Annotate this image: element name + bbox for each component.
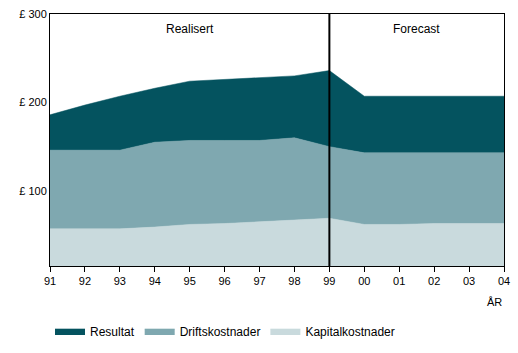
svg-text:Kapitalkostnader: Kapitalkostnader <box>305 325 394 339</box>
svg-text:03: 03 <box>463 275 475 287</box>
svg-text:02: 02 <box>428 275 440 287</box>
svg-text:93: 93 <box>114 275 126 287</box>
svg-text:99: 99 <box>323 275 335 287</box>
svg-text:£ 200: £ 200 <box>19 96 47 108</box>
svg-text:00: 00 <box>358 275 370 287</box>
svg-text:Realisert: Realisert <box>166 22 214 36</box>
svg-text:92: 92 <box>79 275 91 287</box>
svg-text:04: 04 <box>498 275 510 287</box>
svg-text:Driftskostnader: Driftskostnader <box>180 325 261 339</box>
svg-text:94: 94 <box>149 275 161 287</box>
svg-text:97: 97 <box>253 275 265 287</box>
svg-text:Resultat: Resultat <box>90 325 135 339</box>
svg-text:Forecast: Forecast <box>393 22 440 36</box>
svg-text:£ 100: £ 100 <box>19 185 47 197</box>
svg-text:01: 01 <box>393 275 405 287</box>
svg-text:91: 91 <box>44 275 56 287</box>
svg-text:£ 300: £ 300 <box>19 8 47 20</box>
svg-text:ÅR: ÅR <box>487 296 502 308</box>
svg-text:98: 98 <box>288 275 300 287</box>
svg-text:95: 95 <box>184 275 196 287</box>
svg-text:96: 96 <box>218 275 230 287</box>
